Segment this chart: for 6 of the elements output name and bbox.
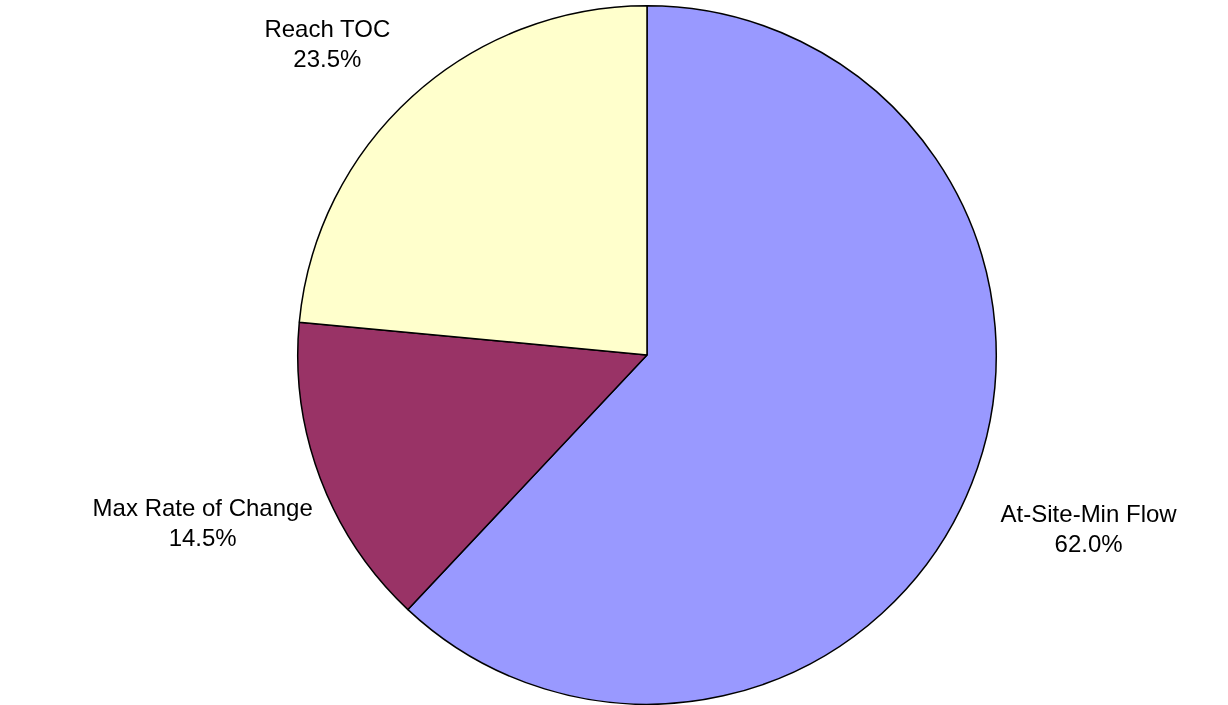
slice-label: At-Site-Min Flow [1000, 500, 1178, 528]
slice-label: Reach TOC [264, 14, 391, 42]
data-label: 14.5% [168, 523, 237, 551]
slice-label: Max Rate of Change [92, 493, 313, 521]
data-label: 62.0% [1054, 530, 1123, 558]
data-label: 23.5% [293, 44, 362, 72]
